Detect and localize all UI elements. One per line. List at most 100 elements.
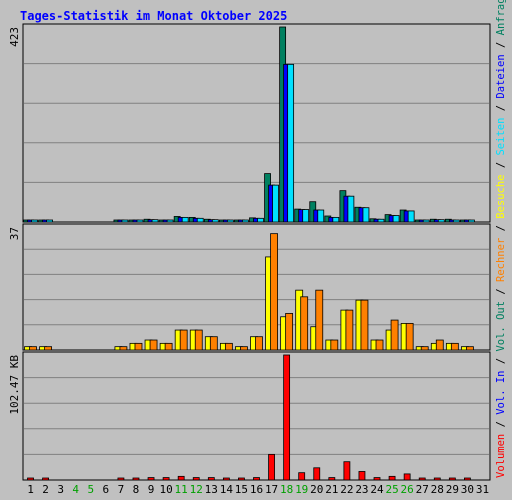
bar-seiten-day-27 xyxy=(422,219,430,223)
day-label-21: 21 xyxy=(325,483,338,496)
day-label-2: 2 xyxy=(42,483,49,496)
day-label-5: 5 xyxy=(87,483,94,496)
bar-rechner-day-30 xyxy=(466,346,474,351)
bar-seiten-day-20 xyxy=(317,209,325,223)
day-label-31: 31 xyxy=(476,483,489,496)
legend-item-11: / xyxy=(495,99,507,118)
bar-volumen-day-28 xyxy=(433,477,441,481)
bar-seiten-day-12 xyxy=(196,217,204,223)
bar-volumen-day-23 xyxy=(358,471,366,481)
day-label-17: 17 xyxy=(265,483,278,496)
bar-rechner-day-27 xyxy=(420,346,429,351)
bar-volumen-day-25 xyxy=(388,475,396,481)
legend-item-4: Vol. Out xyxy=(495,301,507,352)
bar-seiten-day-18 xyxy=(287,63,295,223)
bar-rechner-day-20 xyxy=(315,289,324,351)
right-legend: Volumen / Vol. In / Vol. Out / Rechner /… xyxy=(495,0,507,478)
day-label-26: 26 xyxy=(401,483,414,496)
bar-seiten-day-10 xyxy=(166,219,174,223)
panel-frame xyxy=(22,223,491,351)
chart-panels: 423 37 102.47 KB xyxy=(8,23,491,481)
y-max-label: 37 xyxy=(8,227,21,240)
bar-rechner-day-25 xyxy=(390,319,399,351)
bar-volumen-day-14 xyxy=(222,477,230,481)
bar-volumen-day-22 xyxy=(343,461,351,481)
bar-volumen-day-30 xyxy=(464,477,471,481)
bar-volumen-day-24 xyxy=(373,477,381,481)
bar-rechner-day-15 xyxy=(240,346,248,351)
panel-frame xyxy=(22,351,491,481)
day-label-8: 8 xyxy=(133,483,140,496)
bar-seiten-day-25 xyxy=(392,215,400,223)
legend-item-2: Vol. In xyxy=(495,371,507,415)
bar-volumen-day-17 xyxy=(268,453,275,481)
bar-volumen-day-19 xyxy=(298,472,306,481)
day-label-30: 30 xyxy=(461,483,474,496)
legend-item-10: Seiten xyxy=(495,118,507,156)
bar-rechner-day-23 xyxy=(360,299,369,351)
bar-seiten-day-24 xyxy=(377,218,385,223)
bar-seiten-day-17 xyxy=(272,184,279,223)
legend-text: Volumen / Vol. In / Vol. Out / Rechner /… xyxy=(495,0,507,478)
day-label-25: 25 xyxy=(385,483,398,496)
bar-seiten-day-16 xyxy=(257,217,264,223)
bar-volumen-day-26 xyxy=(403,473,411,481)
bar-seiten-day-22 xyxy=(347,195,355,223)
legend-item-0: Volumen xyxy=(495,434,507,478)
legend-item-5: / xyxy=(495,282,507,301)
chart-title: Tages-Statistik im Monat Oktober 2025 xyxy=(20,9,287,23)
day-label-3: 3 xyxy=(57,483,64,496)
day-label-11: 11 xyxy=(175,483,188,496)
bar-seiten-day-28 xyxy=(437,219,445,223)
bar-volumen-day-27 xyxy=(418,477,426,481)
bar-seiten-day-1 xyxy=(31,219,38,223)
legend-item-9: / xyxy=(495,156,507,175)
bar-volumen-day-21 xyxy=(328,477,336,481)
bar-rechner-day-29 xyxy=(450,342,459,351)
bar-volumen-day-11 xyxy=(177,475,185,481)
bar-seiten-day-15 xyxy=(242,219,249,223)
bar-volumen-day-13 xyxy=(207,477,215,481)
day-label-29: 29 xyxy=(446,483,459,496)
bar-volumen-day-7 xyxy=(117,477,125,481)
bar-rechner-day-7 xyxy=(119,346,128,351)
bar-volumen-day-15 xyxy=(238,477,245,481)
legend-item-7: / xyxy=(495,219,507,238)
bar-volumen-day-2 xyxy=(42,477,49,481)
panel-hits: 423 xyxy=(8,23,491,223)
bar-rechner-day-9 xyxy=(149,339,158,351)
legend-item-12: Dateien xyxy=(495,54,507,98)
bar-seiten-day-14 xyxy=(226,219,234,223)
legend-item-1: / xyxy=(495,415,507,434)
legend-item-13: / xyxy=(495,35,507,54)
legend-item-8: Besuche xyxy=(495,174,507,218)
bar-seiten-day-29 xyxy=(452,219,460,223)
bar-rechner-day-12 xyxy=(194,329,203,351)
panel-visits: 37 xyxy=(8,223,491,351)
bar-volumen-day-16 xyxy=(253,477,260,481)
bar-rechner-day-21 xyxy=(330,339,339,351)
legend-item-3: / xyxy=(495,352,507,371)
day-label-7: 7 xyxy=(118,483,125,496)
bar-volumen-day-29 xyxy=(448,477,456,481)
day-label-12: 12 xyxy=(190,483,203,496)
bar-rechner-day-28 xyxy=(435,339,444,351)
bar-rechner-day-22 xyxy=(345,309,354,351)
bar-rechner-day-26 xyxy=(405,323,414,351)
x-axis-day-labels: 1 2 3 4 5 6 7 8 9 10 11 12 13 14 15 16 17 18 19 20 21 22 23 24 2… xyxy=(27,483,489,496)
bar-rechner-day-19 xyxy=(300,296,309,351)
day-label-4: 4 xyxy=(72,483,79,496)
bar-seiten-day-11 xyxy=(181,216,189,223)
panel-volume: 102.47 KB xyxy=(8,351,491,481)
bar-seiten-day-2 xyxy=(46,219,53,223)
day-label-10: 10 xyxy=(159,483,172,496)
day-label-6: 6 xyxy=(103,483,110,496)
day-label-20: 20 xyxy=(310,483,323,496)
y-max-label: 102.47 KB xyxy=(8,355,21,415)
day-label-16: 16 xyxy=(250,483,263,496)
bar-volumen-day-20 xyxy=(313,467,321,481)
bar-seiten-day-7 xyxy=(121,219,129,223)
day-label-13: 13 xyxy=(205,483,218,496)
legend-item-14: Anfragen xyxy=(495,0,507,35)
